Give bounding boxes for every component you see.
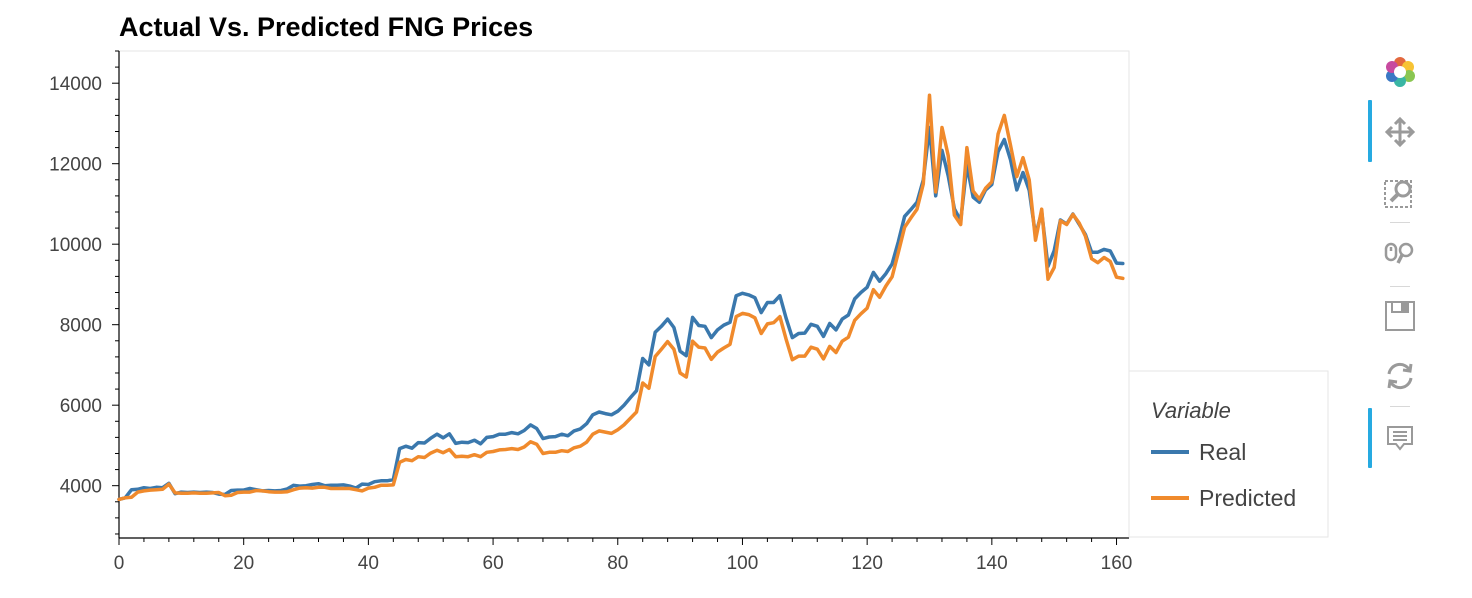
x-tick-label: 0 [114, 553, 125, 574]
x-tick-label: 100 [727, 553, 759, 574]
y-tick-label: 8000 [60, 316, 102, 337]
wheel-zoom-icon[interactable] [1382, 234, 1418, 270]
x-tick-label: 80 [607, 553, 628, 574]
legend-label-predicted: Predicted [1199, 485, 1296, 511]
hover-icon[interactable] [1382, 420, 1418, 456]
x-tick-label: 40 [358, 553, 379, 574]
chart-toolbar [1366, 48, 1426, 478]
y-tick-label: 4000 [60, 477, 102, 498]
series-layer[interactable] [117, 93, 1125, 502]
chart-title: Actual Vs. Predicted FNG Prices [119, 12, 533, 42]
series-line-predicted[interactable] [117, 93, 1125, 502]
y-tick-label: 12000 [49, 155, 102, 176]
legend-label-real: Real [1199, 439, 1246, 465]
save-icon[interactable] [1382, 298, 1418, 334]
plot-frame [118, 50, 1130, 539]
pan-icon[interactable] [1382, 114, 1418, 150]
box-zoom-icon[interactable] [1382, 174, 1418, 210]
x-tick-label: 140 [976, 553, 1008, 574]
x-tick-label: 20 [233, 553, 254, 574]
reset-icon[interactable] [1382, 358, 1418, 394]
legend: Variable Real Predicted [1128, 370, 1329, 538]
x-tick-label: 60 [483, 553, 504, 574]
y-tick-label: 6000 [60, 396, 102, 417]
bokeh-logo-icon[interactable] [1382, 54, 1418, 90]
y-tick-label: 14000 [49, 74, 102, 95]
y-tick-label: 10000 [49, 235, 102, 256]
axes: 4000 6000 8000 10000 12000 14000 0 20 40 60 80 100 1… [49, 50, 1133, 574]
x-tick-label: 120 [851, 553, 883, 574]
legend-title: Variable [1151, 398, 1231, 423]
x-tick-label: 160 [1101, 553, 1133, 574]
